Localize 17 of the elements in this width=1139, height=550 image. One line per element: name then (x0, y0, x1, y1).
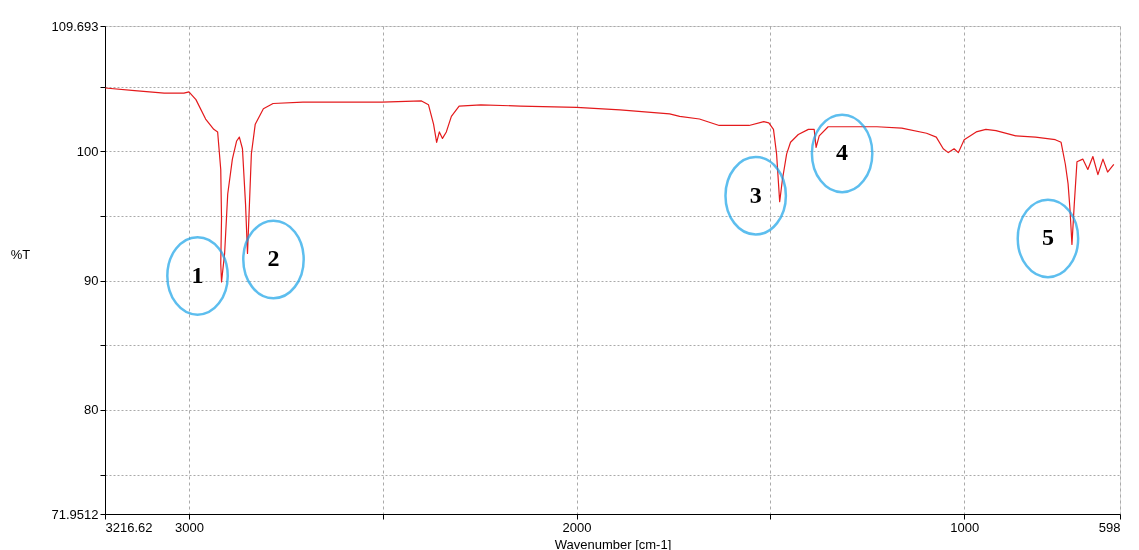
annotation: 1 (191, 261, 204, 288)
y-tick-label: 100 (76, 143, 99, 159)
x-tick-label: 3000 (175, 519, 204, 535)
y-tick-label: 80 (84, 402, 99, 418)
annotation: 3 (749, 181, 762, 208)
x-tick-label: 2000 (562, 519, 592, 535)
annotation: 4 (836, 139, 849, 166)
x-tick-label: 3216.62 (105, 519, 153, 535)
y-axis-title: %T (10, 246, 31, 262)
y-tick-label: 71.9512 (51, 506, 99, 522)
annotation: 2 (267, 245, 280, 272)
line-series (104, 87, 1115, 283)
y-tick-label: 109.693 (51, 18, 99, 34)
annotation: 5 (1041, 224, 1054, 251)
y-tick-label: 90 (84, 273, 99, 289)
x-tick-label: 1000 (950, 519, 980, 535)
x-tick-label: 598 (1098, 519, 1121, 535)
